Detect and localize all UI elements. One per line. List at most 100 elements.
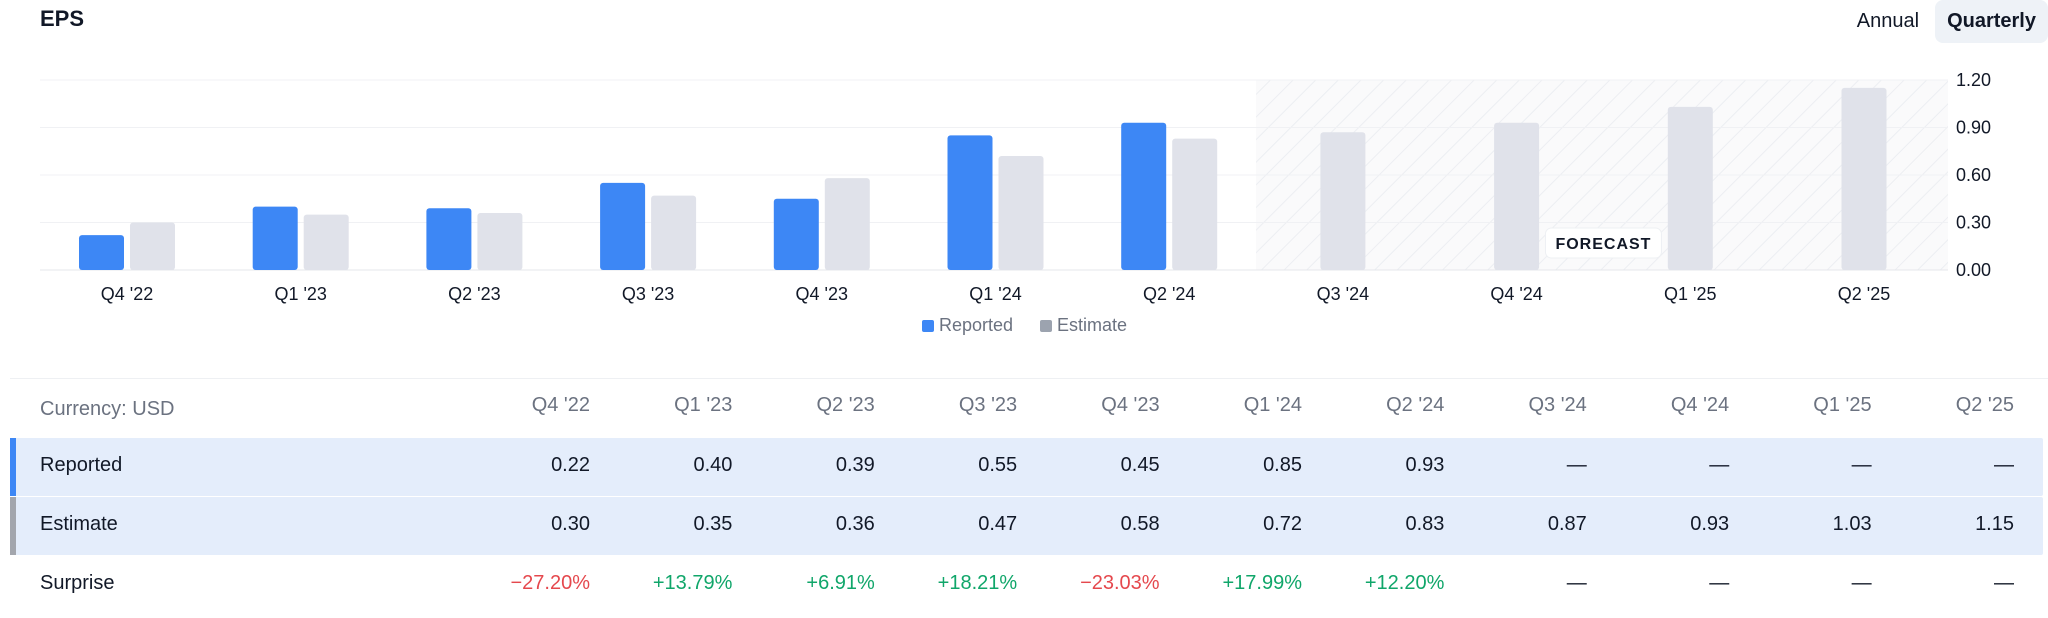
legend-label-reported: Reported [939,315,1013,335]
chart-table-divider [10,378,2048,379]
table-cell: −23.03% [1080,572,1160,594]
column-header: Q4 '22 [531,394,590,416]
table-cell: +17.99% [1222,572,1302,594]
bar-reported [773,198,819,270]
x-tick-label: Q1 '23 [274,284,326,304]
column-header: Q1 '25 [1813,394,1872,416]
bar-estimate [1494,122,1540,270]
table-cell: — [1851,454,1872,476]
table-cell: 0.55 [978,454,1018,476]
column-header: Q4 '24 [1670,394,1730,416]
bar-estimate [130,222,175,270]
bar-reported [79,235,124,270]
table-cell: — [1994,454,2014,476]
x-tick-label: Q3 '23 [622,284,674,304]
table-cell: 0.83 [1405,513,1445,535]
y-tick-label: 0.90 [1956,118,1991,138]
bar-estimate [1320,132,1366,270]
legend-swatch-reported [922,320,934,332]
table-cell: +6.91% [806,572,875,594]
column-header: Q3 '24 [1528,394,1587,416]
table-cell: 0.22 [551,454,590,476]
column-header: Q1 '24 [1243,394,1302,416]
table-row-surprise: Surprise −27.20% +13.79% +6.91% +18.21% −23.0… [10,556,2043,614]
bar-reported [426,208,472,270]
annual-button[interactable]: Annual [1856,10,1920,32]
table-cell: 1.15 [1975,513,2014,535]
table-cell: 1.03 [1832,513,1872,535]
bar-estimate [1667,106,1713,270]
table-cell: 0.93 [1690,513,1730,535]
table-cell: — [1709,572,1730,594]
table-cell: 0.35 [693,513,733,535]
bar-estimate [998,156,1044,270]
bar-reported [947,135,993,270]
table-row-estimate: Estimate 0.30 0.35 0.36 0.47 0.58 0.72 0.83 0.87… [10,497,2043,555]
table-cell: 0.93 [1405,454,1445,476]
column-header: Q2 '25 [1955,394,2014,416]
table-row-reported: Reported 0.22 0.40 0.39 0.55 0.45 0.85 0.93 — — — — [10,438,2043,496]
column-header: Q2 '23 [816,394,875,416]
table-cell: — [1994,572,2014,594]
column-header: Q2 '24 [1386,394,1445,416]
table-cell: 0.45 [1120,454,1160,476]
x-tick-label: Q2 '24 [1143,284,1195,304]
y-tick-label: 0.60 [1956,165,1991,185]
x-tick-label: Q3 '24 [1317,284,1369,304]
table-cell: 0.47 [978,513,1018,535]
quarterly-button[interactable]: Quarterly [1935,0,2048,43]
x-tick-label: Q2 '25 [1838,284,1890,304]
bar-reported [1121,122,1167,270]
column-header: Q3 '23 [958,394,1018,416]
bar-estimate [303,214,349,270]
currency-label: Currency: USD [40,398,175,420]
table-cell: 0.85 [1263,454,1302,476]
row-indicator [10,497,16,555]
table-cell: 0.39 [835,454,875,476]
row-label: Reported [40,454,123,476]
x-tick-label: Q1 '24 [969,284,1021,304]
bar-estimate [651,195,697,270]
table-cell: +18.21% [937,572,1018,594]
table-cell: — [1566,572,1587,594]
table-cell: 0.36 [835,513,875,535]
eps-title: EPS [40,6,85,31]
table-cell: — [1851,572,1872,594]
legend-label-estimate: Estimate [1057,315,1127,335]
table-cell: +12.20% [1364,572,1445,594]
row-indicator [10,438,16,496]
row-label: Surprise [40,572,115,594]
x-tick-label: Q4 '22 [101,284,153,304]
y-tick-label: 0.30 [1956,213,1991,233]
table-cell: −27.20% [510,572,590,594]
table-cell: 0.30 [551,513,590,535]
x-tick-label: Q4 '24 [1490,284,1542,304]
bar-reported [252,206,298,270]
eps-table: Currency: USD Q4 '22 Q1 '23 Q2 '23 Q3 '23 Q4… [10,380,2043,615]
column-header: Q1 '23 [674,394,733,416]
y-tick-label: 1.20 [1956,70,1991,90]
table-cell: 0.87 [1547,513,1587,535]
table-cell: +13.79% [652,572,733,594]
bar-estimate [1841,87,1887,271]
bar-estimate [477,213,523,270]
legend-swatch-estimate [1040,320,1052,332]
forecast-label: FORECAST [1555,236,1651,253]
x-tick-label: Q2 '23 [448,284,500,304]
table-cell: 0.72 [1263,513,1302,535]
row-label: Estimate [40,513,118,535]
forecast-badge [1544,227,1662,259]
bar-estimate [1172,138,1218,270]
y-tick-label: 0.00 [1956,260,1991,280]
table-cell: — [1566,454,1587,476]
eps-chart: 1.20 0.90 0.60 0.30 0.00 Q4 '22 Q1 '23 Q2 '23 Q3… [40,70,1991,335]
table-header: Currency: USD Q4 '22 Q1 '23 Q2 '23 Q3 '23 Q4… [10,380,2043,438]
table-cell: 0.58 [1120,513,1160,535]
table-cell: 0.40 [693,454,733,476]
bar-reported [600,182,646,270]
table-cell: — [1709,454,1730,476]
bar-estimate [824,178,870,270]
x-tick-label: Q1 '25 [1664,284,1716,304]
column-header: Q4 '23 [1101,394,1160,416]
